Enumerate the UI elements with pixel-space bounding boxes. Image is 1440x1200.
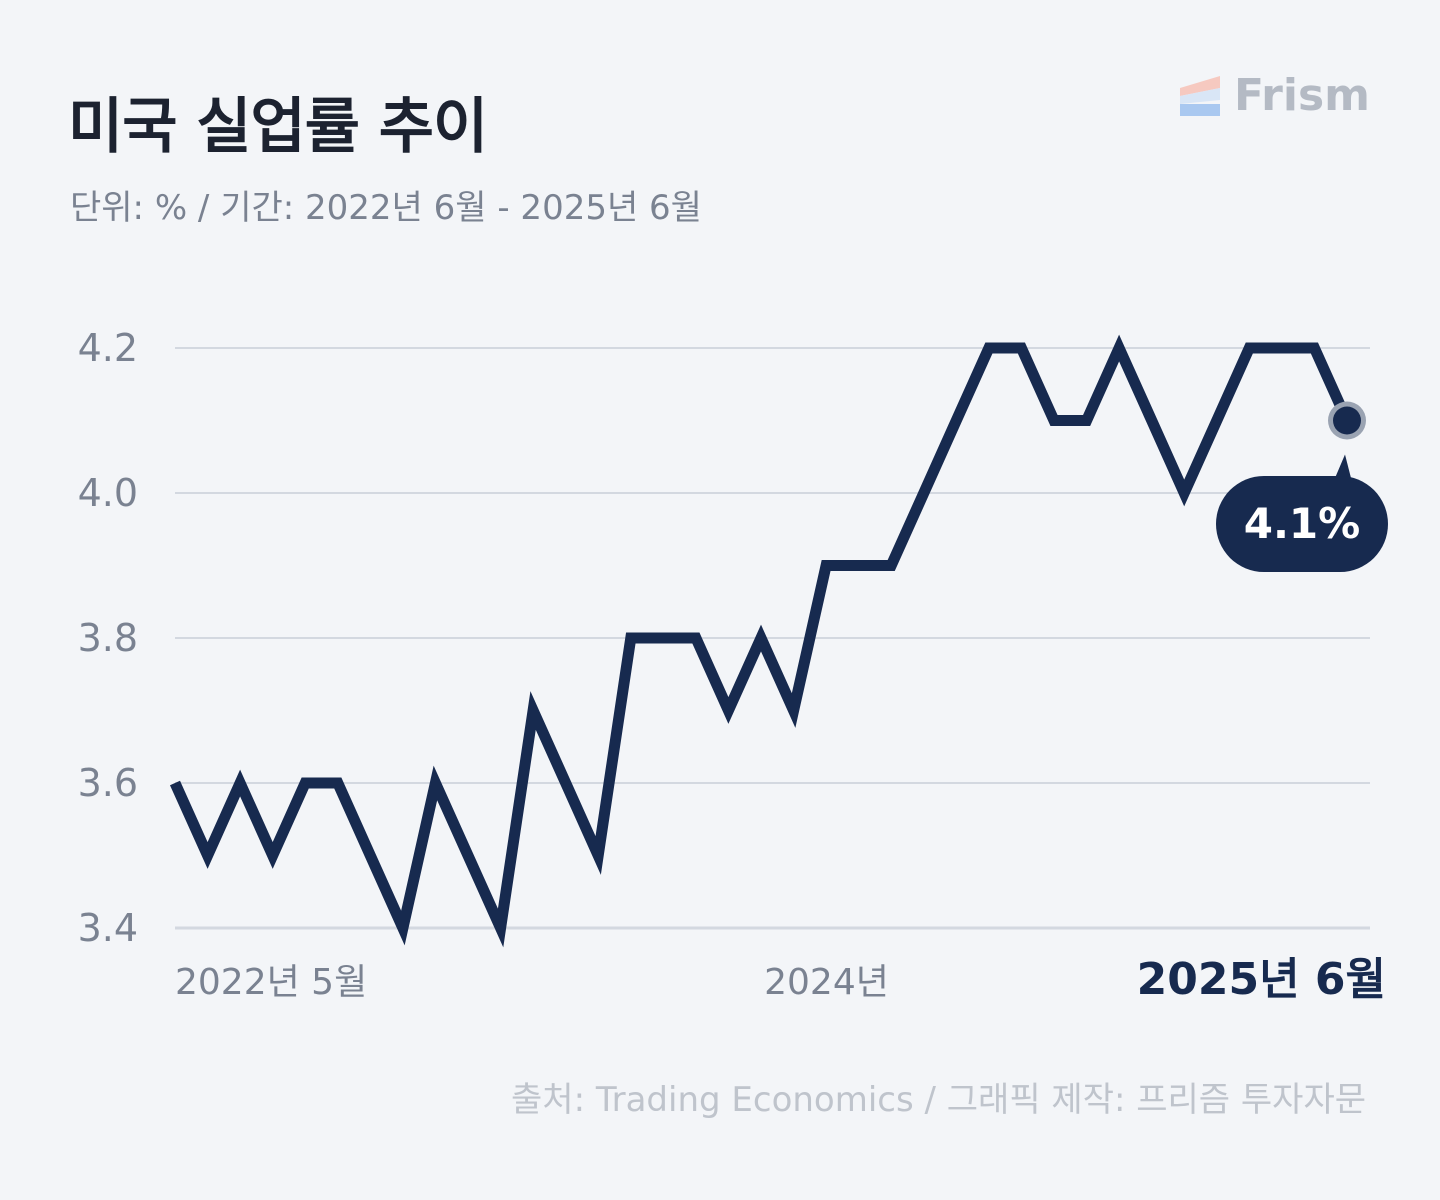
callout-label: 4.1%: [1244, 499, 1360, 548]
y-tick-label: 3.6: [78, 761, 138, 805]
x-tick-label: 2025년 6월: [1137, 954, 1386, 1005]
y-tick-label: 3.4: [78, 906, 138, 950]
series-line: [169, 334, 1353, 948]
chart-subtitle: 단위: % / 기간: 2022년 6월 - 2025년 6월: [70, 188, 702, 228]
y-tick-label: 4.2: [78, 326, 138, 370]
callout-bubble: [1216, 476, 1388, 572]
last-point-marker: [1333, 406, 1361, 435]
chart-title: 미국 실업률 추이: [68, 92, 488, 162]
line-chart: 4.2 4.0 3.8 3.6 3.4 2022년 5월 2024년 2025년 6월 4.1%: [78, 326, 1388, 1005]
source-note: 출처: Trading Economics / 그래픽 제작: 프리즘 투자자문: [511, 1080, 1366, 1120]
x-tick-label: 2024년: [764, 962, 889, 1003]
y-tick-label: 4.0: [78, 471, 138, 515]
brand-name: Frism: [1233, 70, 1370, 121]
frism-logo-icon: [1179, 75, 1220, 116]
x-tick-label: 2022년 5월: [175, 962, 367, 1003]
callout-pointer: [1335, 454, 1351, 478]
brand-logo: Frism: [1179, 70, 1370, 121]
y-tick-label: 3.8: [78, 616, 138, 660]
